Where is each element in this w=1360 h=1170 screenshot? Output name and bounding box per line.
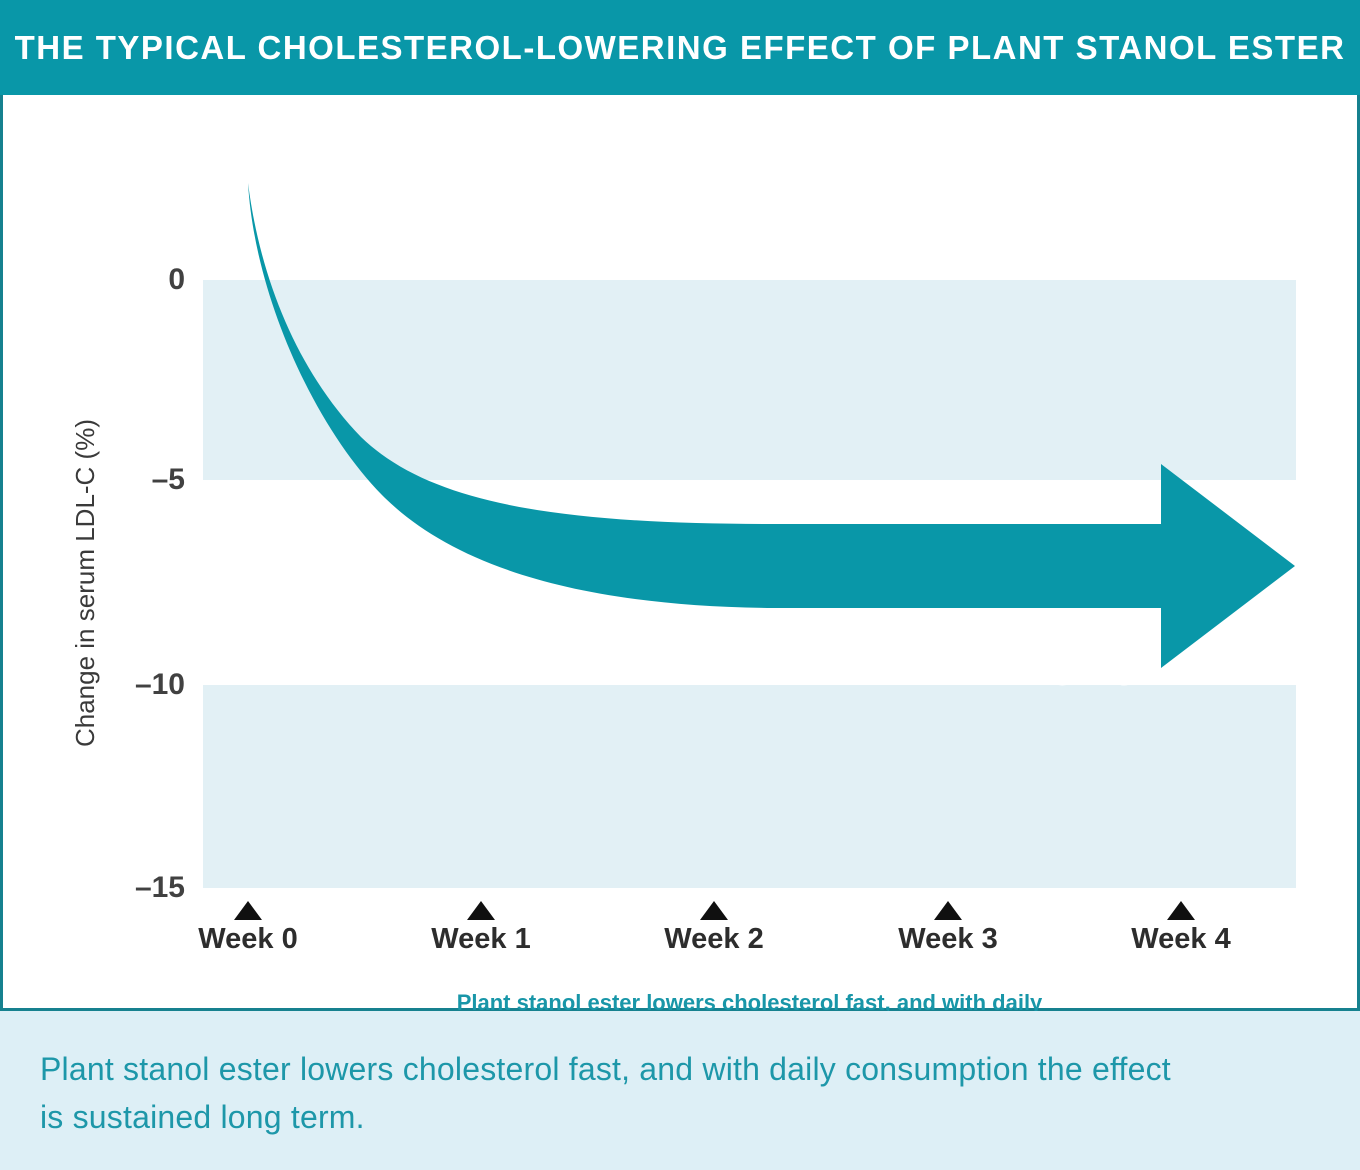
- x-label-week1: Week 1: [431, 923, 531, 955]
- footer-text-line1: Plant stanol ester lowers cholesterol fa…: [40, 1051, 1171, 1087]
- week4-marker-icon: [1167, 901, 1195, 920]
- ldl-arrow-swoosh: [248, 183, 1295, 668]
- footer-section: Plant stanol ester lowers cholesterol fa…: [0, 1011, 1360, 1170]
- week1-marker-icon: [467, 901, 495, 920]
- y-tick-m15: –15: [134, 871, 185, 904]
- arrow-value-label: 10%: [1008, 627, 1138, 699]
- y-tick-m10: –10: [134, 668, 185, 701]
- y-tick-m5: –5: [151, 463, 185, 496]
- plot-band-0-to-minus5: [203, 280, 1296, 480]
- plot-band-minus10-to-minus15: [203, 685, 1296, 888]
- x-label-week2: Week 2: [664, 923, 764, 955]
- week2-marker-icon: [700, 901, 728, 920]
- week3-marker-icon: [934, 901, 962, 920]
- chart-caption-line1: Plant stanol ester lowers cholesterol fa…: [456, 990, 1043, 1015]
- y-tick-0: 0: [168, 263, 185, 296]
- x-label-week0: Week 0: [198, 923, 298, 955]
- footer-text-line2: is sustained long term.: [40, 1099, 365, 1135]
- page-title: THE TYPICAL CHOLESTEROL-LOWERING EFFECT …: [14, 28, 1346, 66]
- x-label-week3: Week 3: [898, 923, 998, 955]
- arrow-path: [248, 183, 1295, 668]
- week0-marker-icon: [234, 901, 262, 920]
- header-banner: THE TYPICAL CHOLESTEROL-LOWERING EFFECT …: [0, 0, 1360, 95]
- chart-panel: Change in serum LDL-C (%) 0 –5 –10 –15 1…: [0, 95, 1360, 1045]
- x-label-week4: Week 4: [1131, 923, 1231, 955]
